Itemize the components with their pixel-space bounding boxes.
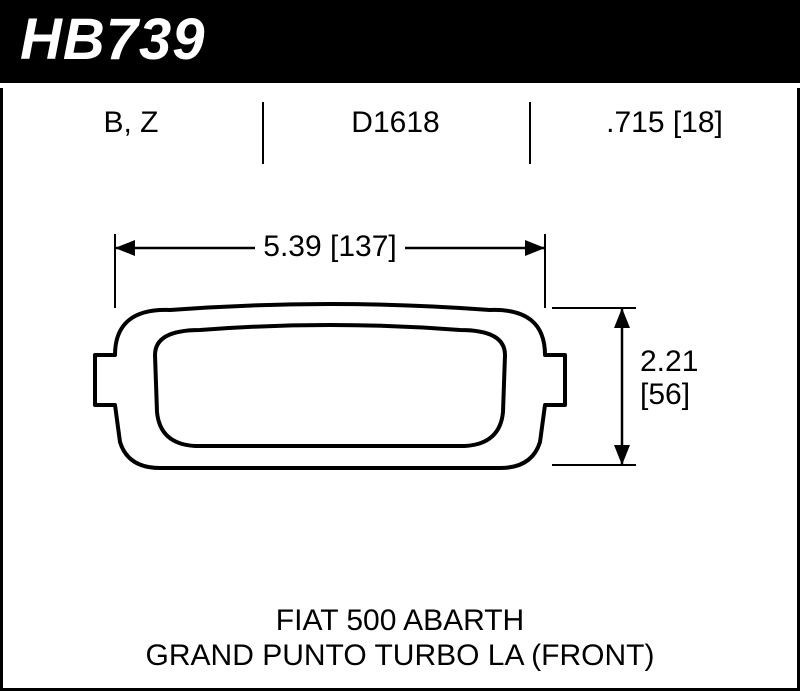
- application-description: FIAT 500 ABARTH GRAND PUNTO TURBO LA (FR…: [0, 604, 800, 673]
- description-line-2: GRAND PUNTO TURBO LA (FRONT): [0, 639, 800, 674]
- description-line-1: FIAT 500 ABARTH: [0, 604, 800, 639]
- spec-divider-1: [262, 102, 264, 164]
- spec-row: B, Z D1618 .715 [18]: [0, 104, 800, 164]
- compound-codes: B, Z: [0, 106, 262, 140]
- spec-divider-2: [529, 102, 531, 164]
- thickness-spec: .715 [18]: [529, 106, 800, 140]
- technical-drawing: 5.39 [137] 2.21 [56]: [0, 190, 800, 560]
- part-number-title: HB739: [0, 0, 800, 83]
- fmsi-number: D1618: [262, 106, 529, 140]
- width-dimension-label: 5.39 [137]: [120, 230, 540, 264]
- height-dimension-label: 2.21 [56]: [640, 345, 698, 411]
